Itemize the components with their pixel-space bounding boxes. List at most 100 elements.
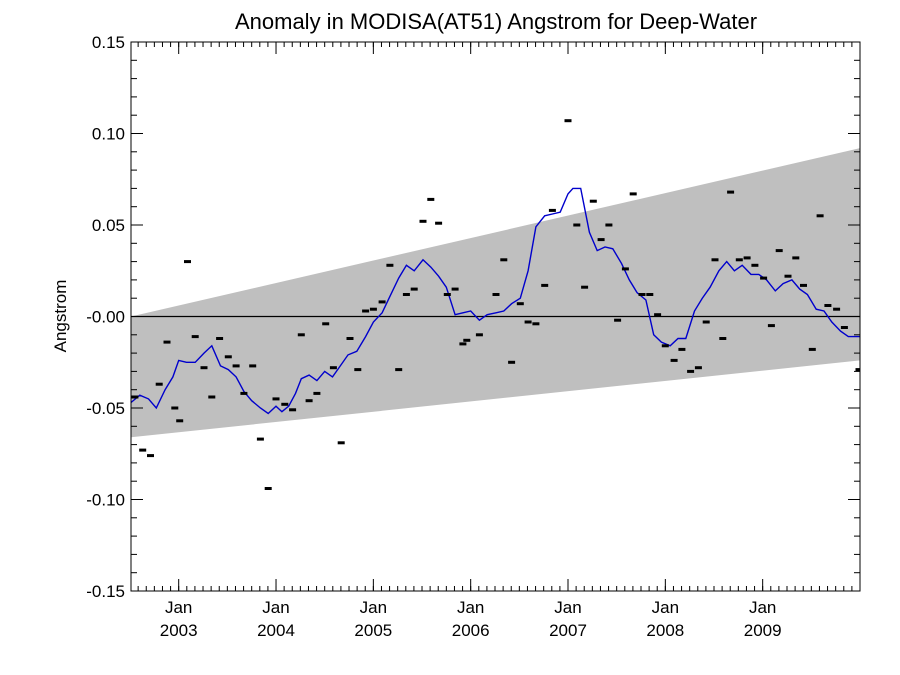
anomaly-point (139, 448, 147, 452)
anomaly-point (687, 369, 695, 373)
x-tick-label-month: Jan (457, 598, 484, 617)
anomaly-point (532, 322, 540, 326)
anomaly-point (155, 382, 163, 386)
x-tick-label-month: Jan (262, 598, 289, 617)
plot-area: -0.15 -0.10 -0.05 -0.00 0.05 0.10 0.15 Jan 2003 J… (86, 33, 861, 640)
y-tick-label: -0.15 (86, 582, 125, 601)
plot-clip-group (131, 119, 860, 490)
anomaly-point (419, 219, 427, 223)
anomaly-point (751, 263, 759, 267)
y-tick-label: -0.00 (86, 308, 125, 327)
anomaly-point (256, 437, 264, 441)
smoothed-series-line (131, 187, 860, 415)
anomaly-point (719, 337, 727, 340)
anomaly-point (833, 307, 841, 311)
anomaly-point (451, 287, 459, 291)
y-tick-label: 0.15 (92, 33, 125, 52)
x-tick-label-month: Jan (360, 598, 387, 617)
anomaly-point (605, 223, 613, 227)
x-tick-label-year: 2003 (160, 621, 198, 640)
anomaly-point (702, 320, 710, 324)
x-tick-label-month: Jan (652, 598, 679, 617)
anomaly-point (378, 300, 386, 304)
anomaly-point (508, 360, 516, 364)
y-axis-label: Angstrom (51, 280, 70, 353)
anomaly-point (200, 366, 208, 370)
anomaly-point (337, 441, 345, 445)
anomaly-point (614, 318, 622, 322)
anomaly-point (289, 408, 297, 412)
anomaly-point (435, 221, 443, 225)
anomaly-point (694, 366, 702, 370)
anomaly-point (427, 197, 435, 201)
anomaly-point (654, 313, 662, 317)
anomaly-point (629, 192, 637, 196)
anomaly-point (232, 364, 240, 368)
anomaly-point (743, 256, 751, 260)
anomaly-point (524, 320, 532, 324)
anomaly-point (564, 119, 572, 123)
anomaly-point (362, 309, 370, 313)
anomaly-point (670, 358, 678, 362)
anomaly-point (264, 487, 272, 490)
anomaly-point (171, 406, 179, 410)
anomaly-point (191, 335, 199, 339)
anomaly-point (386, 263, 394, 267)
anomaly-point (760, 276, 768, 280)
anomaly-point (459, 342, 467, 346)
anomaly-point (354, 368, 362, 372)
anomaly-point (816, 214, 824, 218)
anomaly-point (410, 287, 418, 291)
anomaly-point (541, 283, 549, 287)
anomaly-point (646, 293, 654, 296)
anomaly-point (840, 326, 848, 329)
anomaly-point (475, 333, 483, 337)
anomaly-point (297, 333, 305, 337)
x-tick-label-year: 2008 (646, 621, 684, 640)
y-tick-label: 0.10 (92, 125, 125, 144)
anomaly-point (548, 208, 556, 212)
y-tick-label: -0.05 (86, 399, 125, 418)
anomaly-point (240, 391, 248, 395)
anomaly-point (208, 395, 216, 399)
anomaly-point (808, 347, 816, 351)
anomaly-point (589, 199, 597, 203)
anomaly-point (249, 364, 257, 368)
anomaly-point (402, 293, 410, 296)
anomaly-point (678, 347, 686, 351)
anomaly-point (824, 304, 832, 307)
anomaly-point (735, 258, 743, 262)
anomaly-point (176, 419, 184, 423)
anomaly-point (775, 249, 783, 253)
anomaly-point (784, 274, 792, 278)
anomaly-point (346, 337, 354, 340)
x-tick-label-year: 2004 (257, 621, 295, 640)
anomaly-point (500, 258, 508, 262)
anomaly-point (395, 368, 403, 372)
x-tick-label-year: 2007 (549, 621, 587, 640)
anomaly-point (184, 260, 191, 264)
anomaly-point (800, 283, 807, 287)
anomaly-point (313, 391, 321, 395)
anomaly-point (597, 238, 605, 242)
x-tick-label-year: 2005 (354, 621, 392, 640)
y-tick-label: 0.05 (92, 216, 125, 235)
anomaly-point (711, 258, 719, 262)
anomaly-point (581, 285, 589, 289)
anomaly-point (329, 366, 337, 370)
anomaly-point (638, 293, 646, 296)
anomaly-point (281, 402, 289, 406)
x-tick-label-month: Jan (554, 598, 581, 617)
confidence-band (131, 148, 860, 438)
anomaly-point (369, 307, 377, 311)
anomaly-point (727, 190, 735, 194)
anomaly-point (516, 302, 524, 306)
anomaly-point (272, 397, 280, 401)
anomaly-point (216, 337, 224, 340)
x-tick-label-year: 2009 (744, 621, 782, 640)
y-tick-label: -0.10 (86, 491, 125, 510)
x-tick-label-month: Jan (165, 598, 192, 617)
anomaly-point (443, 293, 451, 296)
